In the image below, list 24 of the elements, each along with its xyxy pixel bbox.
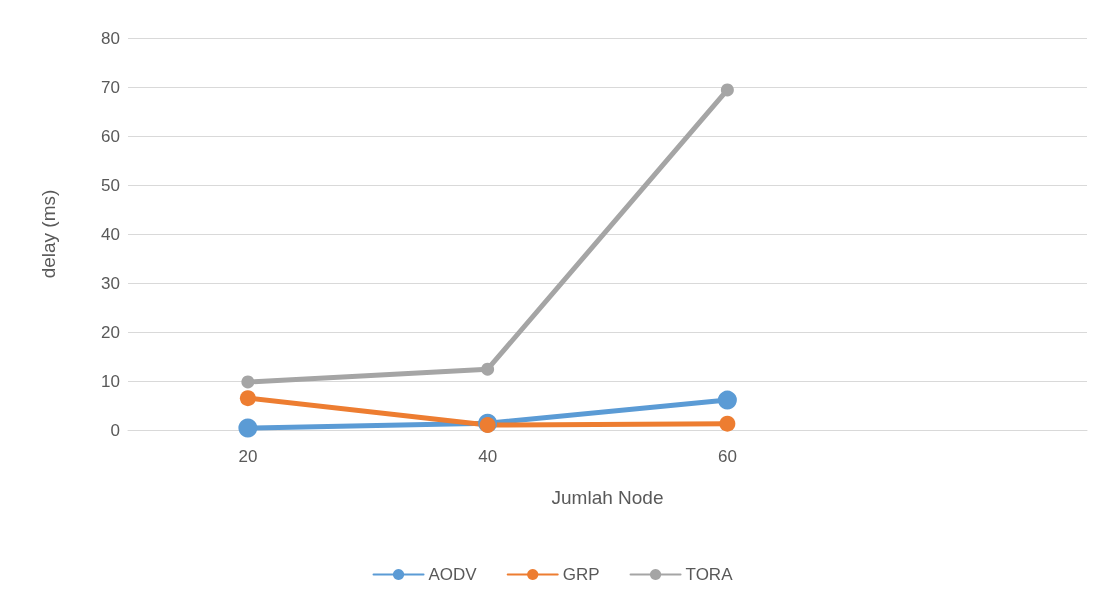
point [238,418,258,438]
y-tick-label: 70 [101,77,120,97]
point [481,362,495,376]
y-tick-label: 20 [101,322,120,342]
y-tick-label: 30 [101,273,120,293]
y-tick-label: 60 [101,126,120,146]
point [241,375,255,389]
x-axis-title: Jumlah Node [551,487,664,508]
y-tick-label: 80 [101,28,120,48]
legend-label: TORA [685,565,734,584]
x-tick-label: 60 [717,447,737,466]
x-tick-label: 20 [238,447,258,466]
point [717,390,737,410]
y-tick-label: 50 [101,175,120,195]
y-tick-label: 40 [101,224,120,244]
y-tick-label: 0 [110,420,120,440]
x-tick-label: 40 [478,447,498,466]
legend-label: GRP [562,565,600,584]
point [719,415,736,432]
point [720,83,734,97]
y-axis-title: delay (ms) [38,189,59,279]
legend-label: AODV [428,565,478,584]
point [239,390,256,407]
y-tick-label: 10 [101,371,120,391]
